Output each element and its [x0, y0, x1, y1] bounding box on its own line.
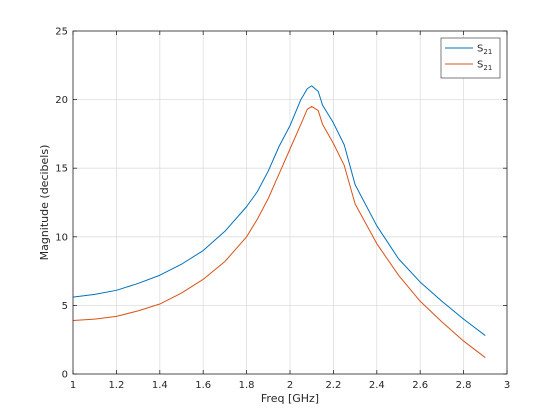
y-axis-label: Magnitude (decibels)	[38, 145, 51, 261]
x-tick-label: 3	[504, 380, 510, 391]
y-tick-label: 5	[62, 301, 68, 312]
x-tick-label: 1	[70, 380, 76, 391]
legend-label-1: S21	[477, 44, 492, 57]
ticks	[72, 30, 508, 375]
series-layer	[72, 85, 486, 358]
y-tick-label: 0	[62, 370, 68, 381]
y-tick-label: 20	[55, 95, 68, 106]
x-axis-label: Freq [GHz]	[261, 392, 319, 405]
x-tick-label: 2.6	[412, 380, 428, 391]
x-tick-label: 1.2	[108, 380, 124, 391]
legend-label-2: S21	[477, 60, 492, 73]
y-tick-label: 10	[55, 232, 68, 243]
series-line-1	[72, 85, 486, 336]
x-tick-label: 2.4	[369, 380, 385, 391]
x-tick-label: 2.2	[325, 380, 341, 391]
x-tick-label: 1.8	[239, 380, 255, 391]
tick-labels: 1 1.2 1.4 1.6 1.8 2 2.2 2.4 2.6 2.8 3 0 5 10 15 20 25	[55, 27, 510, 392]
y-tick-label: 25	[55, 27, 68, 38]
x-tick-label: 2.8	[456, 380, 472, 391]
series-line-2	[72, 105, 486, 358]
y-tick-label: 15	[55, 164, 68, 175]
x-tick-label: 2	[287, 380, 293, 391]
x-tick-label: 1.4	[152, 380, 168, 391]
x-tick-label: 1.6	[195, 380, 211, 391]
legend-box	[440, 37, 501, 79]
